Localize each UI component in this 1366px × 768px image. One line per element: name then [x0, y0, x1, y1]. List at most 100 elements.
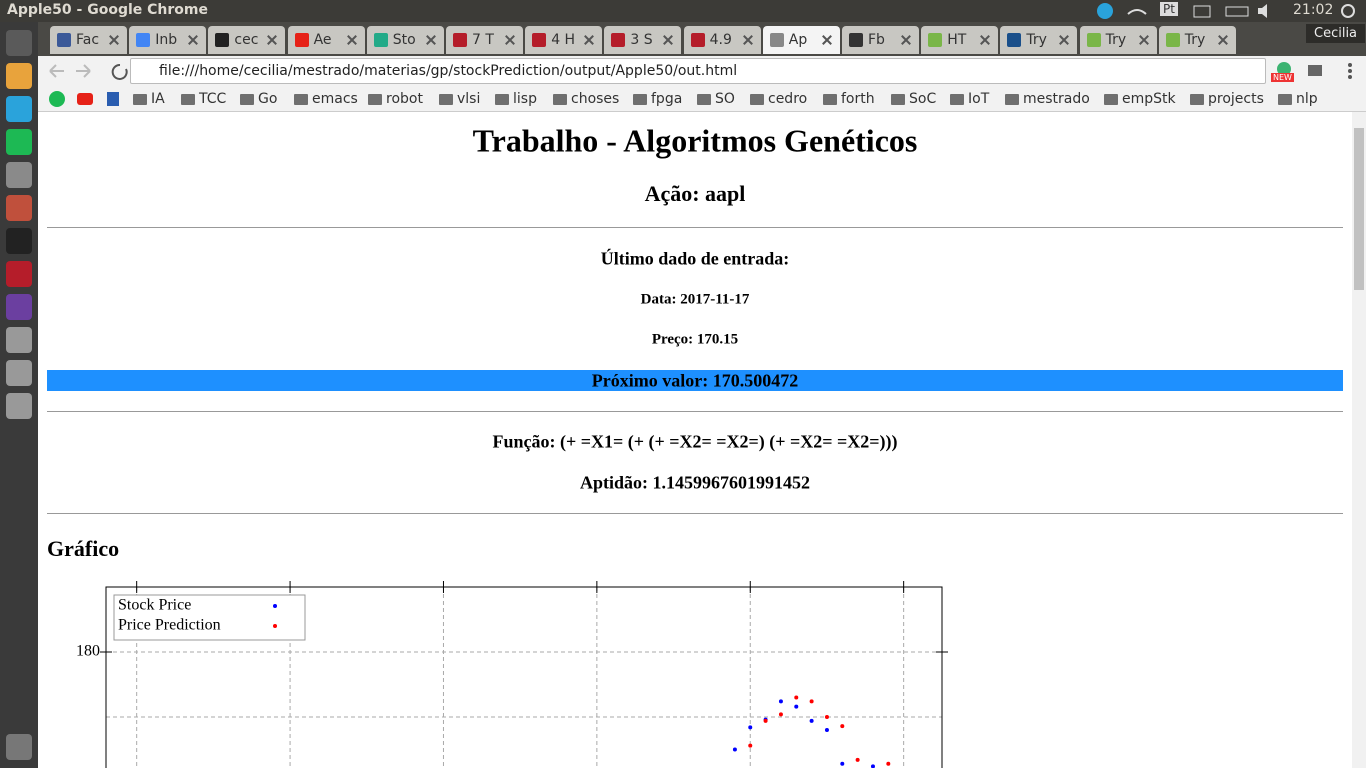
launcher-icon[interactable] — [6, 327, 32, 353]
bookmark-folder[interactable]: TCC — [181, 89, 226, 109]
bookmark-folder[interactable]: projects — [1190, 89, 1264, 109]
tab-title: Fb — [868, 32, 885, 48]
tab-close[interactable] — [109, 35, 119, 45]
launcher-icon[interactable] — [6, 393, 32, 419]
browser-tab[interactable]: HT — [921, 26, 999, 54]
tab-close[interactable] — [347, 35, 357, 45]
browser-tab[interactable]: 3 S — [604, 26, 682, 54]
tab-favicon — [136, 33, 151, 47]
tab-close[interactable] — [901, 35, 911, 45]
address-bar[interactable]: file:///home/cecilia/mestrado/materias/g… — [130, 58, 1266, 84]
launcher-icon[interactable] — [6, 195, 32, 221]
launcher-icon[interactable] — [6, 360, 32, 386]
browser-tab[interactable]: cec — [208, 26, 286, 54]
launcher-icon[interactable] — [6, 261, 32, 287]
tab-title: Try — [1026, 32, 1047, 48]
data-point — [870, 764, 875, 768]
keyboard-indicator[interactable]: Pt — [1160, 2, 1178, 16]
data-point — [824, 728, 829, 732]
tray-icons — [1097, 3, 1267, 19]
browser-tab[interactable]: 4 H — [525, 26, 603, 54]
tab-close[interactable] — [1059, 35, 1069, 45]
bookmark-app-icons[interactable] — [48, 90, 128, 108]
tab-close[interactable] — [1218, 35, 1228, 45]
bookmark-folder[interactable]: emacs — [294, 89, 358, 109]
tab-favicon — [1007, 33, 1022, 47]
divider — [47, 513, 1343, 514]
extension-icons[interactable] — [1270, 60, 1366, 84]
tab-strip: Cecilia Fac Inb cec Ae Sto 7 T 4 H 3 S 4.9 Ap Fb HT… — [38, 22, 1366, 56]
settings-icon[interactable] — [1340, 3, 1356, 19]
chart-heading: Gráfico — [47, 536, 120, 561]
launcher-icon[interactable] — [6, 129, 32, 155]
tab-title: 4.9 — [709, 32, 732, 48]
browser-tab[interactable]: Ae — [287, 26, 365, 54]
plot-frame — [105, 586, 943, 768]
tab-close[interactable] — [663, 35, 673, 45]
bookmark-folder[interactable]: SO — [697, 89, 735, 109]
browser-tab[interactable]: Try — [1158, 26, 1236, 54]
bookmark-folder[interactable]: vlsi — [439, 89, 480, 109]
bookmark-folder[interactable]: nlp — [1278, 89, 1318, 109]
tab-close[interactable] — [267, 35, 277, 45]
browser-tab[interactable]: Try — [1079, 26, 1157, 54]
browser-tab[interactable]: Fac — [50, 26, 127, 54]
bookmark-folder[interactable]: IA — [133, 89, 165, 109]
profile-button[interactable]: Cecilia — [1306, 24, 1366, 43]
browser-tab[interactable]: Sto — [366, 26, 444, 54]
tab-close[interactable] — [505, 35, 515, 45]
chart: 180 Stock Price Price Prediction — [76, 581, 948, 768]
scroll-thumb[interactable] — [1354, 128, 1364, 290]
next-value: Próximo valor: 170.500472 — [591, 370, 799, 391]
bookmark-folder[interactable]: fpga — [633, 89, 682, 109]
trash-icon[interactable] — [6, 734, 32, 760]
data-point — [748, 743, 753, 748]
tab-title: HT — [947, 32, 967, 48]
tab-close[interactable] — [822, 35, 832, 45]
bookmark-folder[interactable]: Go — [240, 89, 277, 109]
bookmark-folder[interactable]: robot — [368, 89, 423, 109]
bookmark-folder[interactable]: empStk — [1104, 89, 1176, 109]
bookmark-folder[interactable]: mestrado — [1005, 89, 1090, 109]
bookmark-folder[interactable]: cedro — [750, 89, 807, 109]
tab-title: Ap — [788, 32, 808, 48]
browser-tab[interactable]: Fb — [842, 26, 919, 54]
tab-favicon — [373, 33, 388, 47]
data-point — [732, 747, 737, 752]
tab-title: Inb — [155, 32, 178, 48]
tab-close[interactable] — [1139, 35, 1149, 45]
browser-tab[interactable]: Inb — [129, 26, 207, 54]
tab-favicon — [690, 33, 705, 47]
bookmark-folder[interactable]: lisp — [495, 89, 537, 109]
nav-buttons[interactable] — [46, 61, 136, 81]
clock[interactable]: 21:02 — [1293, 2, 1334, 18]
launcher-icon[interactable] — [6, 228, 32, 254]
browser-tab[interactable]: Try — [1000, 26, 1078, 54]
launcher-icon[interactable] — [6, 96, 32, 122]
browser-tab[interactable]: 7 T — [446, 26, 523, 54]
launcher-icon[interactable] — [6, 294, 32, 320]
new-badge: NEW — [1271, 73, 1294, 82]
bookmark-folder[interactable]: SoC — [891, 89, 936, 109]
launcher-icon[interactable] — [6, 162, 32, 188]
launcher-icon[interactable] — [6, 63, 32, 89]
tab-title: Try — [1184, 32, 1206, 48]
tab-close[interactable] — [426, 35, 436, 45]
bookmark-folder[interactable]: IoT — [950, 89, 989, 109]
window-title: Apple50 - Google Chrome — [7, 2, 208, 18]
tab-close[interactable] — [980, 35, 990, 45]
tab-close[interactable] — [743, 35, 753, 45]
scrollbar[interactable] — [1352, 112, 1366, 768]
browser-tab[interactable]: 4.9 — [683, 26, 761, 54]
tab-close[interactable] — [188, 35, 198, 45]
launcher-icon[interactable] — [6, 30, 32, 56]
tab-close[interactable] — [584, 35, 594, 45]
bookmark-folder[interactable]: choses — [553, 89, 619, 109]
bookmark-folder[interactable]: forth — [823, 89, 875, 109]
tab-favicon — [769, 33, 784, 47]
function-label: Função: (+ =X1= (+ (+ =X2= =X2=) (+ =X2=… — [492, 431, 898, 452]
stock-label: Ação: aapl — [644, 181, 746, 206]
browser-tab[interactable]: Ap — [762, 26, 840, 54]
